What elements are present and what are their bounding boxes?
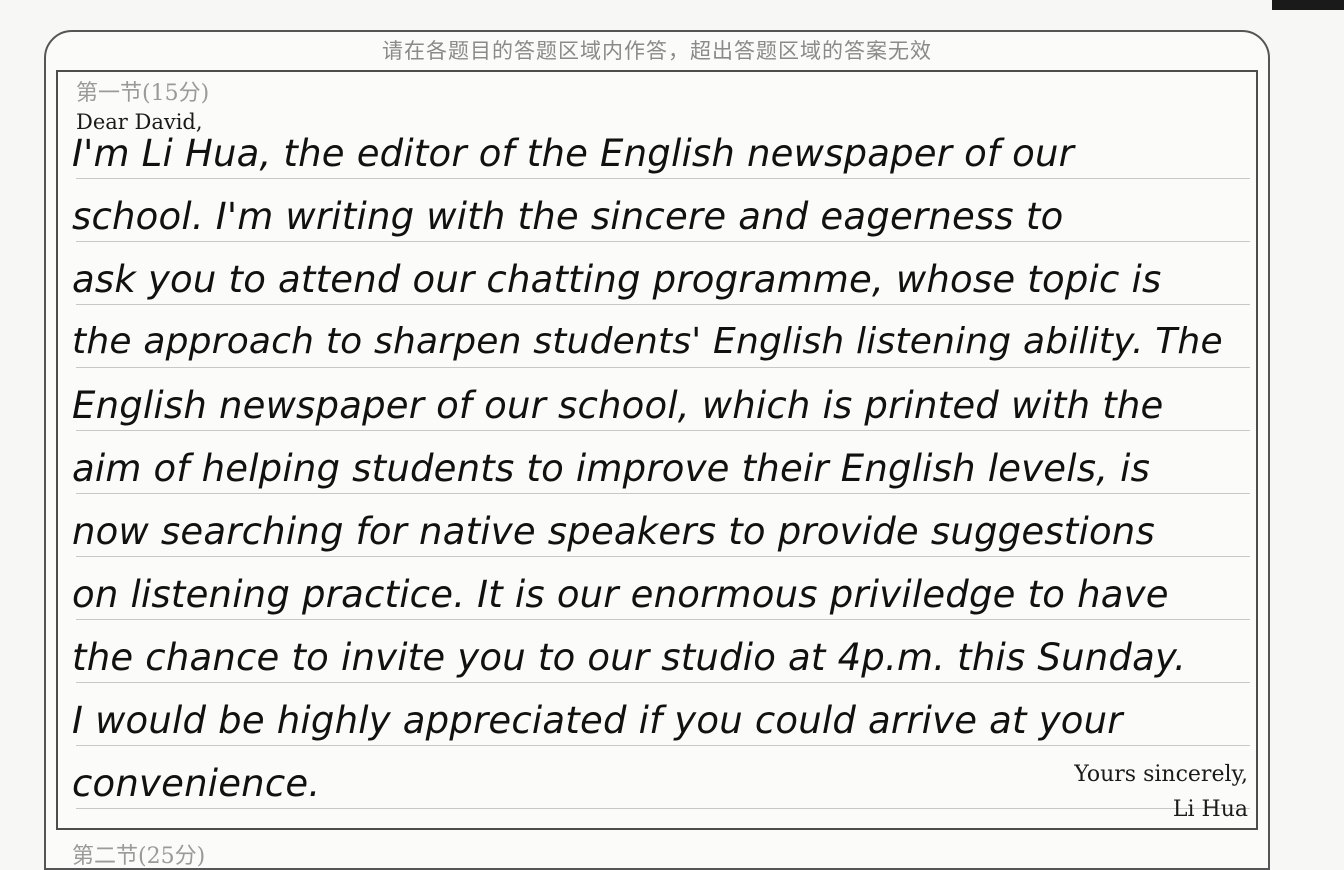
letter-signature: Li Hua xyxy=(1172,797,1248,822)
letter-line: English newspaper of our school, which i… xyxy=(72,384,1164,427)
ruled-line xyxy=(76,304,1250,305)
letter-line: I would be highly appreciated if you cou… xyxy=(72,699,1123,742)
ruled-line xyxy=(76,556,1250,557)
answer-area-notice: 请在各题目的答题区域内作答，超出答题区域的答案无效 xyxy=(382,39,932,63)
letter-line: ask you to attend our chatting programme… xyxy=(72,258,1162,301)
ruled-line xyxy=(76,493,1250,494)
letter-line: on listening practice. It is our enormou… xyxy=(72,573,1169,616)
answer-sheet-frame: 请在各题目的答题区域内作答，超出答题区域的答案无效 第一节(15分) Dear … xyxy=(44,30,1270,870)
letter-line: convenience. xyxy=(72,762,321,805)
letter-line: I'm Li Hua, the editor of the English ne… xyxy=(72,132,1075,175)
corner-registration-mark xyxy=(1272,0,1344,10)
letter-line: the chance to invite you to our studio a… xyxy=(72,636,1187,679)
next-section-label: 第二节(25分) xyxy=(72,844,206,869)
ruled-line xyxy=(76,430,1250,431)
letter-closing: Yours sincerely, xyxy=(1074,762,1248,787)
ruled-line xyxy=(76,178,1250,179)
ruled-line xyxy=(76,619,1250,620)
ruled-line xyxy=(76,367,1250,368)
ruled-line xyxy=(76,682,1250,683)
letter-line: aim of helping students to improve their… xyxy=(72,447,1151,490)
ruled-line xyxy=(76,745,1250,746)
letter-line: now searching for native speakers to pro… xyxy=(72,510,1155,553)
section-label: 第一节(15分) xyxy=(76,81,210,106)
answer-box: 第一节(15分) Dear David, I'm Li Hua, the edi… xyxy=(56,70,1258,830)
ruled-line xyxy=(76,241,1250,242)
letter-line: the approach to sharpen students' Englis… xyxy=(72,321,1223,362)
letter-line: school. I'm writing with the sincere and… xyxy=(72,195,1064,238)
ruled-line xyxy=(76,808,1250,809)
letter-salutation: Dear David, xyxy=(76,110,203,134)
